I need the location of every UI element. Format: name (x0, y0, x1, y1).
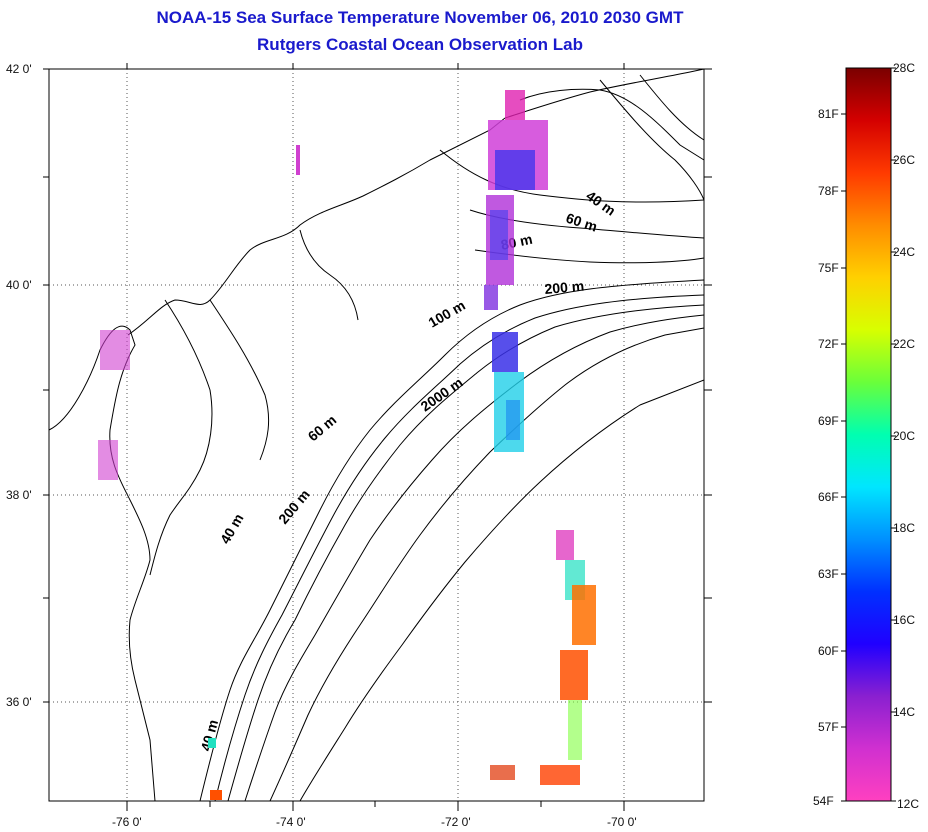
lat-label: 42 0' (6, 62, 32, 76)
colorbar-celsius-label: 22C (893, 337, 915, 351)
colorbar-ticks (841, 67, 896, 802)
colorbar-fahrenheit-label: 78F (818, 184, 839, 198)
colorbar-celsius-label: 28C (893, 61, 915, 75)
colorbar-celsius-label: 26C (893, 153, 915, 167)
colorbar-fahrenheit-label: 69F (818, 414, 839, 428)
colorbar-fahrenheit-label: 54F (813, 794, 834, 808)
map-frame (48, 68, 705, 802)
lat-label: 36 0' (6, 695, 32, 709)
lon-label: -70 0' (607, 815, 637, 829)
colorbar-fahrenheit-label: 81F (818, 107, 839, 121)
colorbar-celsius-label: 16C (893, 613, 915, 627)
colorbar-fahrenheit-label: 72F (818, 337, 839, 351)
colorbar-fahrenheit-label: 66F (818, 490, 839, 504)
axis-ticks (43, 63, 712, 811)
colorbar-fahrenheit-label: 60F (818, 644, 839, 658)
lon-label: -72 0' (441, 815, 471, 829)
colorbar (845, 67, 892, 802)
sst-swath (98, 90, 596, 800)
colorbar-fahrenheit-label: 75F (818, 261, 839, 275)
colorbar-celsius-label: 12C (897, 797, 919, 811)
lon-label: -74 0' (276, 815, 306, 829)
map-subtitle: Rutgers Coastal Ocean Observation Lab (257, 35, 583, 54)
colorbar-fahrenheit-label: 63F (818, 567, 839, 581)
lat-label: 38 0' (6, 488, 32, 502)
colorbar-celsius-label: 14C (893, 705, 915, 719)
coastline (48, 68, 705, 802)
lat-label: 40 0' (6, 278, 32, 292)
colorbar-celsius-label: 18C (893, 521, 915, 535)
lon-label: -76 0' (112, 815, 142, 829)
colorbar-celsius-label: 20C (893, 429, 915, 443)
map-title: NOAA-15 Sea Surface Temperature November… (156, 8, 684, 27)
colorbar-fahrenheit-label: 57F (818, 720, 839, 734)
colorbar-celsius-label: 24C (893, 245, 915, 259)
contour-label: 200 m (544, 278, 585, 297)
